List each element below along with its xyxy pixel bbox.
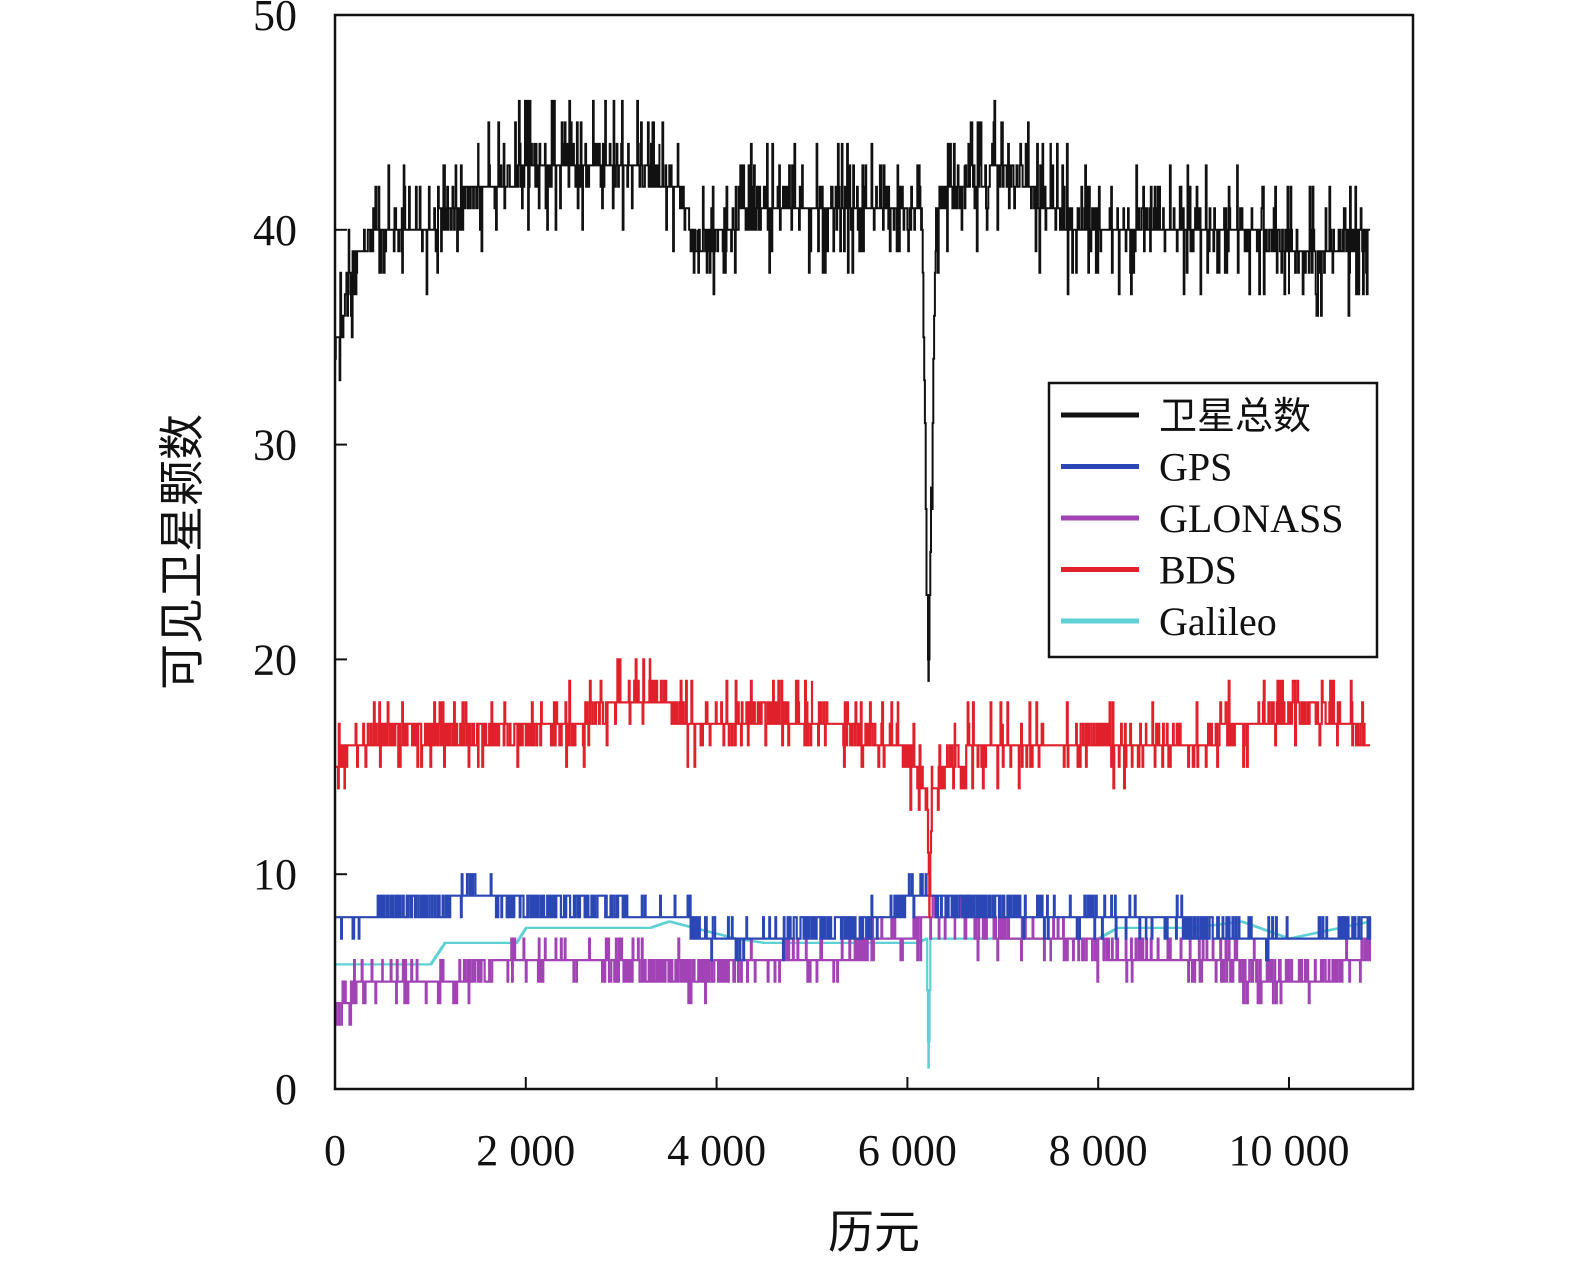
x-tick-label: 2 000 [476, 1126, 575, 1175]
x-tick-label: 6 000 [858, 1126, 957, 1175]
x-tick-label: 10 000 [1228, 1126, 1349, 1175]
legend-label: BDS [1159, 548, 1237, 593]
series-line-1 [335, 873, 1372, 962]
legend-label: 卫星总数 [1159, 394, 1311, 438]
series-layer [334, 99, 1372, 1069]
y-tick-label: 50 [253, 0, 297, 40]
series-line-3 [335, 658, 1371, 919]
y-axis-title: 可见卫星颗数 [155, 414, 209, 690]
series-line-4 [335, 920, 1371, 1069]
x-tick-label: 8 000 [1049, 1126, 1148, 1175]
legend-label: Galileo [1159, 599, 1277, 644]
x-axis-title: 历元 [828, 1205, 920, 1259]
x-axis-ticks: 0 2 000 4 000 6 000 8 000 10 000 [324, 1077, 1349, 1175]
legend-label: GPS [1159, 445, 1232, 490]
legend: 卫星总数 GPS GLONASS BDS Galileo [1047, 381, 1379, 659]
x-tick-label: 0 [324, 1126, 346, 1175]
y-tick-label: 40 [253, 206, 297, 255]
series-line-0 [334, 99, 1371, 682]
y-tick-label: 30 [253, 421, 297, 470]
y-axis-ticks: 0 10 20 30 40 50 [253, 0, 347, 1114]
x-tick-label: 4 000 [667, 1126, 766, 1175]
y-tick-label: 10 [253, 850, 297, 899]
y-tick-label: 0 [275, 1065, 297, 1114]
plot-frame [333, 13, 1415, 1091]
y-tick-label: 20 [253, 635, 297, 684]
legend-label: GLONASS [1159, 496, 1343, 541]
series-line-2 [334, 894, 1371, 1026]
